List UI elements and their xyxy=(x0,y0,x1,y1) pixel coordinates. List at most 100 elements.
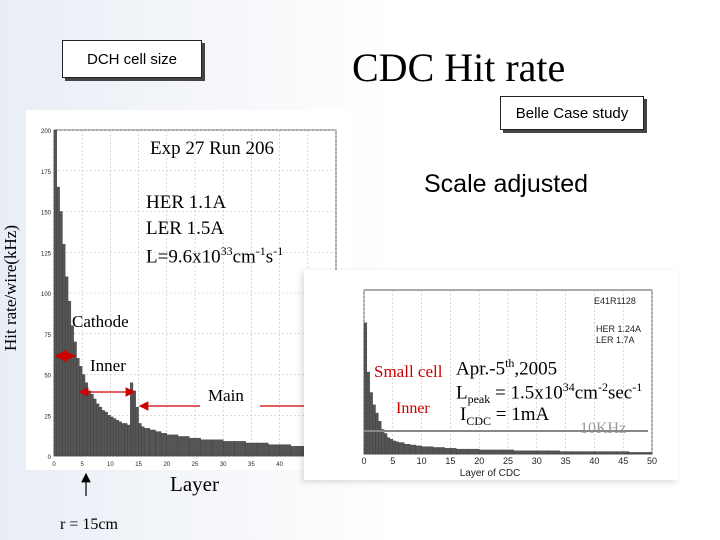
histogram-bar xyxy=(90,393,94,457)
histogram-bar xyxy=(59,211,63,457)
lpeak-value: = 1.5x10 xyxy=(490,382,563,404)
y-axis-label: Hit rate/wire(kHz) xyxy=(1,224,20,352)
cathode-label: Cathode xyxy=(72,312,129,331)
belle-case-study-box: Belle Case study xyxy=(500,96,644,130)
dch-cell-size-box: DCH cell size xyxy=(62,40,202,78)
histogram-bar xyxy=(141,426,145,457)
histogram-bar xyxy=(392,440,396,455)
histogram-bar xyxy=(502,449,514,455)
x-tick-label: 10 xyxy=(417,456,427,466)
lpeak-label: Lpeak = 1.5x1034cm-2sec-1 xyxy=(456,380,642,407)
histogram-bar xyxy=(93,398,97,457)
histogram-bar xyxy=(369,392,373,455)
histogram-bar xyxy=(582,451,595,455)
histogram-bar xyxy=(98,406,103,457)
lpeak-e1: -2 xyxy=(597,380,608,394)
lpeak-sec: sec xyxy=(607,382,633,404)
y-tick-label: 75 xyxy=(44,333,51,339)
x-tick-label: 35 xyxy=(248,462,255,468)
histogram-bar xyxy=(166,434,179,457)
histogram-bar xyxy=(135,406,139,457)
right-x-axis-label: Layer of CDC xyxy=(460,468,521,479)
histogram-bar xyxy=(490,449,503,455)
luminosity-unit-exp1: -1 xyxy=(255,244,266,258)
histogram-bar xyxy=(96,403,100,457)
histogram-bar xyxy=(76,358,80,457)
histogram-bar xyxy=(56,186,60,457)
histogram-bar xyxy=(67,300,72,457)
lpeak-sub: peak xyxy=(467,392,491,407)
histogram-bar xyxy=(648,452,653,455)
icdc-value: = 1mA xyxy=(491,404,550,425)
y-tick-label: 175 xyxy=(41,170,52,176)
histogram-bar xyxy=(121,423,125,457)
her-label: HER 1.24A xyxy=(596,324,641,334)
histogram-bar xyxy=(432,447,440,455)
histogram-bar xyxy=(127,424,131,457)
luminosity-unit: cm xyxy=(232,246,256,268)
histogram-bar xyxy=(256,442,269,457)
histogram-bar xyxy=(605,451,618,455)
y-tick-label: 100 xyxy=(41,292,52,298)
histogram-bar xyxy=(536,450,549,455)
histogram-bar xyxy=(456,448,468,455)
y-tick-label: 0 xyxy=(48,455,52,461)
histogram-bar xyxy=(53,129,57,457)
belle-case-study-label: Belle Case study xyxy=(515,104,629,122)
histogram-bar xyxy=(525,450,537,455)
x-tick-label: 20 xyxy=(474,456,484,466)
icdc-label: ICDC = 1mA xyxy=(460,404,549,429)
histogram-bar xyxy=(82,374,86,457)
date-sup: th xyxy=(505,356,515,370)
x-tick-label: 40 xyxy=(589,456,599,466)
lpeak-e2: -1 xyxy=(632,380,643,394)
histogram-bar xyxy=(398,442,405,455)
histogram-bar xyxy=(107,415,111,457)
histogram-bar xyxy=(84,382,88,457)
histogram-bar xyxy=(389,439,393,455)
x-tick-label: 15 xyxy=(445,456,455,466)
x-axis-label: Layer xyxy=(170,472,219,496)
histogram-bar xyxy=(73,341,77,457)
radius-label: r = 15cm xyxy=(60,516,118,533)
x-tick-label: 5 xyxy=(81,462,85,468)
histogram-bar xyxy=(375,412,379,455)
histogram-bar xyxy=(118,421,122,457)
histogram-bar xyxy=(384,433,388,455)
histogram-bar xyxy=(366,371,370,455)
histogram-bar xyxy=(104,411,108,457)
luminosity-base: L=9.6x10 xyxy=(146,246,221,268)
histogram-bar xyxy=(381,429,385,455)
histogram-bar xyxy=(444,448,451,455)
histogram-bar xyxy=(628,452,641,455)
scale-adjusted-label: Scale adjusted xyxy=(424,170,589,198)
histogram-bar xyxy=(200,439,213,457)
right-chart-panel: 0 5 10 15 20 25 30 35 40 45 50 E41R1128 HER 1.24A LER… xyxy=(304,270,678,480)
icdc-sub: CDC xyxy=(466,413,492,428)
histogram-bar xyxy=(245,442,258,457)
x-tick-label: 10 xyxy=(107,462,114,468)
x-tick-label: 40 xyxy=(276,462,283,468)
histogram-bar xyxy=(571,451,584,455)
y-tick-label: 125 xyxy=(41,251,52,257)
histogram-bar xyxy=(70,325,74,457)
histogram-bar xyxy=(144,428,151,457)
ler-label: LER 1.7A xyxy=(596,335,635,345)
left-histogram: 0510152025303540455002550751001251501752… xyxy=(41,129,340,468)
x-tick-label: 20 xyxy=(163,462,170,468)
her-current: HER 1.1A xyxy=(146,192,227,213)
x-tick-label: 30 xyxy=(220,462,227,468)
x-tick-label: 25 xyxy=(192,462,199,468)
histogram-bar xyxy=(115,419,120,457)
histogram-bar xyxy=(548,450,560,455)
lpeak-l: L xyxy=(456,382,468,404)
histogram-bar xyxy=(617,451,630,455)
run-label: E41R1128 xyxy=(594,296,636,306)
icdc-i: I xyxy=(460,404,467,425)
histogram-bar xyxy=(138,423,142,457)
histogram-bar xyxy=(234,441,246,457)
histogram-bar xyxy=(161,433,167,457)
luminosity-exp: 33 xyxy=(220,244,233,258)
x-tick-label: 0 xyxy=(52,462,56,468)
right-inner-label: Inner xyxy=(396,400,430,417)
